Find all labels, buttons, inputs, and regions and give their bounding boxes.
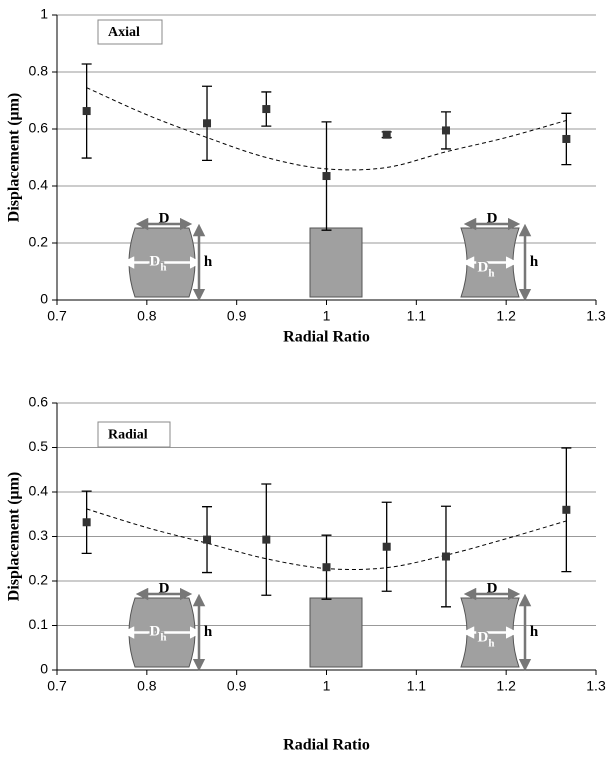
x-tick-label: 1.3 [586,678,606,694]
inset-label: Dh [150,624,167,643]
inset-label: Dh [478,260,495,279]
data-point [262,535,271,544]
x-tick-label: 0.8 [137,678,157,694]
inset-label-main: D [150,254,161,270]
inset-label: D [487,580,498,596]
y-tick-label: 0 [40,291,48,307]
annotation: Radial [108,428,148,443]
inset-label-main: D [150,624,161,640]
x-tick-label: 0.7 [47,308,67,324]
inset-label-sub: h [488,637,494,649]
inset-label-sub: h [160,261,166,273]
data-point [562,134,571,143]
annotation-box [97,421,171,448]
inset-label-sub: h [488,267,494,279]
y-tick-label: 0.3 [29,527,49,543]
x-tick-label: 0.7 [47,678,67,694]
x-tick-label: 1.3 [586,308,606,324]
x-tick-label: 0.9 [227,678,247,694]
y-tick-label: 0.1 [29,616,49,632]
inset-label: h [530,254,539,270]
x-tick-label: 0.9 [227,308,247,324]
annotation-box [97,19,163,45]
y-axis-title: Displacement (μm) [6,93,23,222]
inset-label: D [159,210,170,226]
annotation: Axial [108,25,140,40]
inset-label: h [530,624,539,640]
x-tick-label: 1.2 [496,678,516,694]
data-point [441,552,450,561]
x-tick-label: 1 [323,308,331,324]
inset-label: h [204,254,213,270]
inset-label: D [159,580,170,596]
y-tick-label: 0.6 [29,120,49,136]
x-axis-title: Radial Ratio [283,329,370,346]
y-tick-label: 0 [40,661,48,677]
y-tick-label: 0.2 [29,572,49,588]
data-point [203,535,212,544]
data-point [203,119,212,128]
data-point [382,542,391,551]
x-tick-label: 1.2 [496,308,516,324]
y-tick-label: 1 [40,6,48,22]
y-tick-label: 0.4 [29,177,49,193]
inset-label: Dh [150,254,167,273]
data-point [262,105,271,114]
x-tick-label: 1 [323,678,331,694]
y-tick-label: 0.4 [29,483,49,499]
inset-label: Dh [478,630,495,649]
data-point [562,505,571,514]
data-point [322,563,331,572]
x-tick-label: 0.8 [137,308,157,324]
data-point [382,130,391,139]
y-tick-label: 0.5 [29,438,49,454]
y-tick-label: 0.2 [29,234,49,250]
data-point [322,172,331,181]
inset-label: D [487,210,498,226]
y-tick-label: 0.8 [29,63,49,79]
inset-label-main: D [478,630,489,646]
x-tick-label: 1.1 [407,308,427,324]
y-tick-label: 0.6 [29,394,49,410]
inset-cylinder [309,227,363,298]
x-axis-title: Radial Ratio [283,737,370,754]
data-point [82,107,91,116]
y-axis-title: Displacement (μm) [6,472,23,601]
data-point [82,518,91,527]
inset-cylinder [309,597,363,668]
inset-label-main: D [478,260,489,276]
inset-label-sub: h [160,631,166,643]
x-tick-label: 1.1 [407,678,427,694]
data-point [441,126,450,135]
inset-label: h [204,624,213,640]
